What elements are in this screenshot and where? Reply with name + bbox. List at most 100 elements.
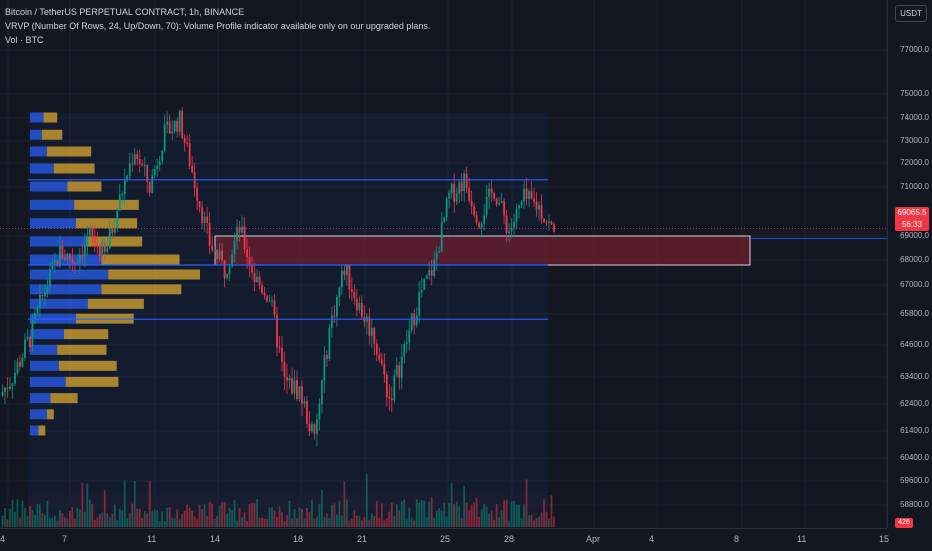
candle-body [540, 204, 543, 219]
time-axis[interactable]: 4 7 11 14 18 21 25 28 Apr 4 8 11 15 [0, 528, 889, 551]
candle-body [458, 182, 461, 194]
volume-bar [241, 517, 243, 527]
candle-body [34, 313, 36, 319]
price-tick-label: 64600.0 [900, 340, 929, 349]
candle-body [26, 336, 29, 340]
volume-bar [413, 520, 416, 527]
profile-bar-up [30, 344, 58, 355]
volume-bar [301, 508, 303, 527]
profile-bar-down [38, 425, 46, 436]
price-tick-label: 62400.0 [900, 399, 929, 408]
time-tick-label: 28 [504, 534, 515, 544]
time-tick-label: 21 [357, 534, 368, 544]
vrvp-indicator-legend[interactable]: VRVP (Number Of Rows, 24, Up/Down, 70): … [5, 21, 431, 31]
volume-bar [56, 520, 59, 527]
profile-bar-down [64, 329, 109, 340]
candle-body [335, 296, 338, 317]
volume-bar [108, 517, 111, 527]
volume-bar [528, 515, 530, 527]
volume-bar [236, 520, 238, 527]
volume-bar [385, 518, 388, 527]
candle-body [478, 222, 481, 228]
candle-body [475, 215, 478, 223]
volume-bar [268, 507, 271, 527]
candle-body [261, 284, 263, 293]
candle-body [443, 217, 446, 223]
volume-bar [378, 517, 381, 527]
candle-body [188, 143, 191, 166]
candle-body [131, 163, 134, 165]
candle-body [171, 131, 174, 134]
candle-body [71, 259, 74, 263]
price-axis[interactable]: 77000.0 75000.0 74000.0 73000.0 72000.0 71000… [887, 0, 932, 528]
currency-button[interactable]: USDT [895, 5, 927, 22]
volume-bar [246, 520, 248, 527]
candle-body [178, 110, 181, 132]
volume-bar [193, 516, 196, 527]
volume-bar [423, 500, 426, 527]
candle-body [271, 300, 273, 302]
candle-body [21, 357, 24, 367]
volume-bar [156, 510, 159, 527]
volume-bar [14, 511, 16, 527]
candle-body [198, 201, 201, 208]
volume-bar [465, 502, 468, 527]
candle-body [455, 193, 458, 202]
candle-body [553, 224, 555, 233]
volume-bar [311, 499, 313, 527]
volume-bar [398, 510, 401, 527]
candle-body [410, 313, 413, 331]
volume-bar [415, 499, 418, 527]
volume-bar [308, 512, 311, 527]
symbol-title[interactable]: Bitcoin / TetherUS PERPETUAL CONTRACT, 1… [5, 7, 245, 17]
volume-bar [148, 480, 151, 527]
candle-body [306, 401, 308, 424]
volume-bar [213, 518, 216, 527]
candle-body [183, 137, 186, 143]
volume-indicator-legend[interactable]: Vol · BTC [5, 35, 44, 45]
volume-bar [248, 504, 251, 527]
candle-body [44, 292, 46, 297]
volume-bar [313, 518, 316, 527]
volume-bar [143, 511, 146, 527]
volume-bar [158, 520, 161, 527]
volume-bar [243, 512, 246, 527]
volume-bar [291, 518, 293, 527]
candle-body [398, 365, 401, 378]
volume-bar [328, 517, 331, 527]
volume-bar [550, 495, 553, 527]
candle-body [286, 376, 288, 381]
volume-bar [405, 519, 408, 527]
volume-bar [186, 504, 189, 527]
volume-bars [1, 473, 555, 527]
candle-body [465, 173, 468, 189]
price-tick-label: 69000.0 [900, 231, 929, 240]
profile-bar-down [75, 218, 138, 229]
price-tick-label: 67000.0 [900, 280, 929, 289]
volume-bar [24, 507, 26, 527]
candle-body [123, 179, 126, 195]
profile-bar-up [30, 269, 109, 280]
volume-bar [316, 517, 318, 527]
candle-body [428, 270, 431, 276]
volume-bar [485, 506, 488, 527]
candle-body [63, 258, 66, 260]
candle-body [151, 175, 154, 193]
volume-bar [36, 504, 39, 527]
profile-bar-down [50, 393, 78, 404]
profile-bar-down [57, 344, 107, 355]
profile-bar-up [30, 393, 51, 404]
candle-body [113, 227, 116, 233]
volume-bar [350, 518, 353, 527]
candle-body [505, 215, 508, 233]
candle-body [488, 188, 491, 197]
horizontal-levels [28, 179, 548, 320]
candle-body [36, 307, 39, 314]
candle-body [96, 243, 99, 247]
volume-bar [116, 520, 119, 527]
price-chart[interactable] [0, 0, 887, 528]
candle-body [216, 250, 219, 259]
volume-bar [151, 510, 154, 527]
volume-bar [540, 512, 543, 527]
profile-bar-up [30, 298, 88, 309]
